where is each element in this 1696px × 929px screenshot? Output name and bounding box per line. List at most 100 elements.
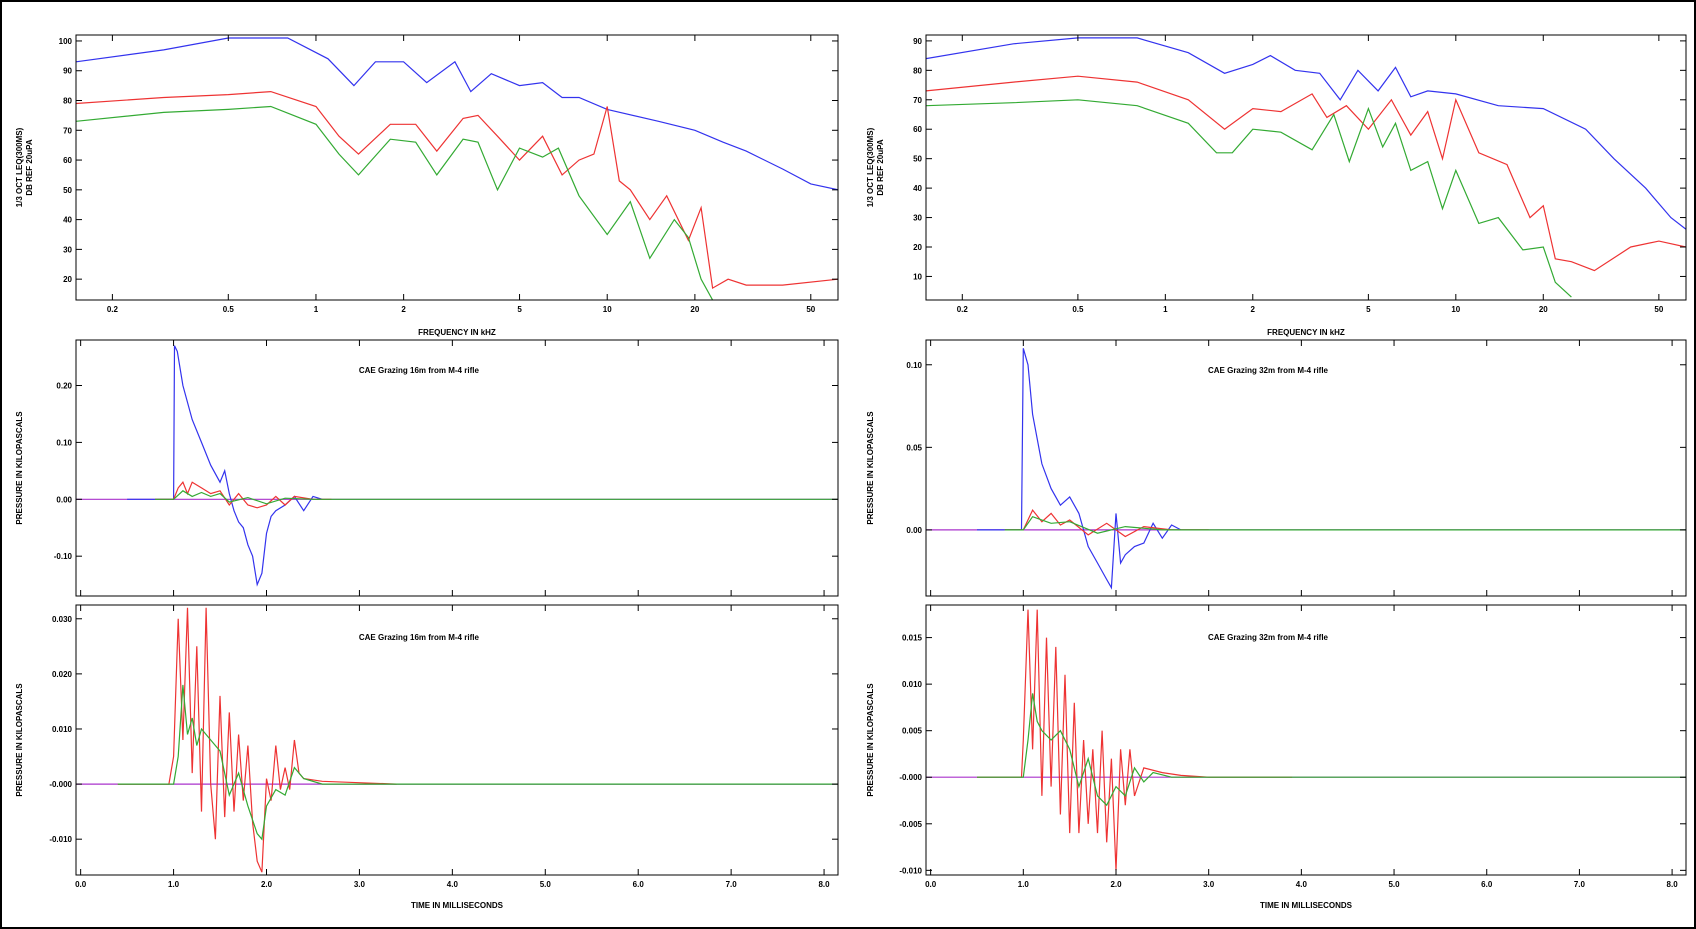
x-tick-label: 2 — [401, 305, 406, 314]
y-axis-label: PRESSURE IN KILOPASCALS — [15, 683, 24, 797]
x-tick-label: 2.0 — [1110, 880, 1122, 889]
y-tick-label: -0.010 — [49, 835, 72, 844]
series-group — [926, 348, 1686, 590]
y-axis-label: PRESSURE IN KILOPASCALS — [866, 683, 875, 797]
series-line-blue — [977, 348, 1182, 590]
y-tick-label: 30 — [63, 245, 72, 254]
series-group — [76, 37, 838, 300]
x-tick-label: 5 — [1366, 305, 1371, 314]
series-line-red — [926, 75, 1686, 272]
y-tick-label: 40 — [63, 216, 72, 225]
y-tick-label: 30 — [913, 214, 922, 223]
series-line-red — [76, 90, 838, 290]
x-tick-label: 50 — [806, 305, 815, 314]
series-line-blue — [127, 345, 323, 587]
plot-frame — [75, 339, 839, 597]
y-tick-label: 0.00 — [906, 526, 922, 535]
x-tick-label: 7.0 — [1574, 880, 1586, 889]
y-tick-label: 0.010 — [902, 680, 923, 689]
y-axis-label: 1/3 OCT LEQ(300MS) — [15, 127, 24, 207]
x-tick-label: 0.2 — [107, 305, 119, 314]
y-tick-label: -0.000 — [49, 780, 72, 789]
y-tick-label: 50 — [913, 155, 922, 164]
x-tick-label: 1.0 — [168, 880, 180, 889]
x-tick-label: 1.0 — [1018, 880, 1030, 889]
x-tick-label: 6.0 — [1481, 880, 1493, 889]
x-tick-label: 8.0 — [818, 880, 830, 889]
series-line-red — [117, 607, 397, 873]
spectrum-right: 0.2 0.5 1 2 5 10 20 50 10 20 30 40 50 60 70 80 90 FREQUEN… — [866, 34, 1687, 337]
filtered-right: 0.0 1.0 2.0 3.0 4.0 5.0 6.0 7.0 8.0 0.015 0.010 0.0… — [866, 604, 1687, 910]
y-tick-label: -0.010 — [899, 866, 922, 875]
x-tick-label: 0.5 — [223, 305, 235, 314]
y-axis-label: PRESSURE IN KILOPASCALS — [866, 411, 875, 525]
x-axis-label: FREQUENCY IN kHZ — [1267, 328, 1345, 337]
plot-frame — [75, 34, 839, 301]
x-tick-label: 7.0 — [726, 880, 738, 889]
plot-frame — [925, 34, 1687, 301]
x-tick-label: 2 — [1251, 305, 1256, 314]
y-tick-label: 0.10 — [56, 438, 72, 447]
y-tick-label: 80 — [63, 97, 72, 106]
y-tick-label: -0.000 — [899, 773, 922, 782]
x-tick-label: 4.0 — [447, 880, 459, 889]
series-group — [76, 607, 838, 873]
y-tick-label: 100 — [59, 37, 73, 46]
series-line-blue — [76, 37, 838, 191]
series-line-green — [117, 684, 838, 841]
series-line-green — [926, 99, 1572, 298]
y-tick-label: 0.005 — [902, 727, 923, 736]
x-tick-label: 3.0 — [1203, 880, 1215, 889]
x-tick-label: 10 — [603, 305, 612, 314]
y-tick-label: 0.020 — [52, 670, 73, 679]
x-tick-label: 5.0 — [1388, 880, 1400, 889]
x-tick-label: 1 — [1163, 305, 1168, 314]
x-tick-label: 1 — [314, 305, 319, 314]
spectrum-left: 0.2 0.5 1 2 5 10 20 50 20 30 40 50 60 70 80 90 100 FREQUE… — [15, 34, 839, 337]
series-line-green — [76, 105, 714, 300]
x-tick-label: 2.0 — [261, 880, 273, 889]
x-axis-label: FREQUENCY IN kHZ — [418, 328, 496, 337]
x-tick-label: 20 — [690, 305, 699, 314]
y-tick-label: 0.030 — [52, 615, 73, 624]
x-tick-label: 6.0 — [633, 880, 645, 889]
y-tick-label: 0.010 — [52, 725, 73, 734]
y-tick-label: 0.00 — [56, 495, 72, 504]
plot-frame — [925, 604, 1687, 876]
x-axis-label: TIME IN MILLISECONDS — [1260, 901, 1353, 910]
y-tick-label: -0.10 — [54, 552, 73, 561]
x-tick-label: 0.0 — [925, 880, 937, 889]
x-tick-label: 3.0 — [354, 880, 366, 889]
x-tick-label: 20 — [1539, 305, 1548, 314]
x-tick-label: 5 — [517, 305, 522, 314]
y-tick-label: 0.10 — [906, 361, 922, 370]
x-tick-label: 0.2 — [957, 305, 969, 314]
x-tick-label: 4.0 — [1296, 880, 1308, 889]
x-tick-label: 5.0 — [540, 880, 552, 889]
y-tick-label: 50 — [63, 186, 72, 195]
pressure-left: 0.20 0.10 0.00 -0.10 PRESSURE IN KILOPASCALS… — [15, 339, 839, 597]
series-group — [76, 345, 838, 587]
y-tick-label: 60 — [63, 156, 72, 165]
y-tick-label: 90 — [63, 67, 72, 76]
series-line-green — [155, 490, 838, 505]
series-group — [926, 37, 1686, 298]
x-axis-label: TIME IN MILLISECONDS — [411, 901, 504, 910]
y-tick-label: 70 — [63, 126, 72, 135]
plot-title: CAE Grazing 32m from M-4 rifle — [1208, 366, 1329, 375]
y-axis-label-2: DB REF 20uPA — [25, 139, 34, 196]
y-tick-label: 20 — [63, 275, 72, 284]
y-axis-label-2: DB REF 20uPA — [876, 139, 885, 196]
y-axis-label: 1/3 OCT LEQ(300MS) — [866, 127, 875, 207]
x-tick-label: 50 — [1654, 305, 1663, 314]
series-line-red — [977, 609, 1293, 871]
y-tick-label: -0.005 — [899, 820, 922, 829]
plot-title: CAE Grazing 16m from M-4 rifle — [359, 633, 480, 642]
plot-frame — [75, 604, 839, 876]
y-tick-label: 60 — [913, 125, 922, 134]
x-tick-label: 0.5 — [1072, 305, 1084, 314]
y-tick-label: 40 — [913, 184, 922, 193]
y-tick-label: 0.015 — [902, 634, 923, 643]
